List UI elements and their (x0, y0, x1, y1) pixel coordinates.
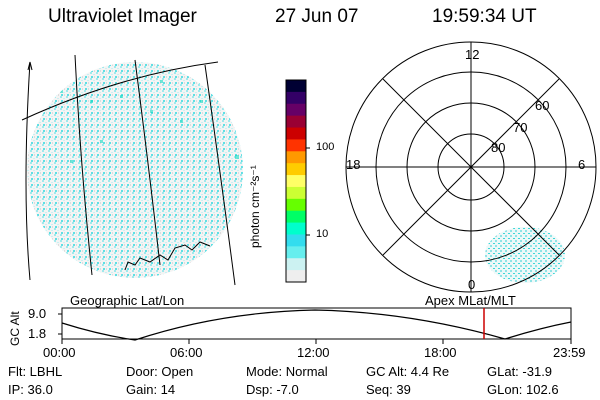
colorbar-segment (286, 210, 306, 224)
polar-label-12: 12 (465, 47, 480, 62)
info-glat: GLat: -31.9 (487, 364, 553, 379)
colorbar-segment (286, 163, 306, 176)
altitude-ymin: 1.8 (28, 326, 47, 341)
colorbar (285, 79, 310, 283)
polar-label-18: 18 (346, 157, 361, 172)
info-dsp: Dsp: -7.0 (246, 382, 299, 397)
colorbar-unit-label: photon cm⁻²s⁻¹ (248, 165, 262, 248)
time-label: 19:59:34 UT (432, 6, 537, 27)
colorbar-segment (286, 186, 306, 200)
polar-label-80: 80 (491, 140, 506, 155)
info-flt: Flt: LBHL (8, 364, 63, 379)
info-gain: Gain: 14 (126, 382, 176, 397)
uv-image-geographic (21, 54, 243, 286)
xtick-0600: 06:00 (170, 345, 203, 360)
colorbar-segment (286, 103, 306, 117)
colorbar-segment (286, 270, 306, 283)
xtick-1200: 12:00 (297, 345, 330, 360)
colorbar-segment (286, 91, 306, 105)
colorbar-segment (286, 127, 306, 140)
altitude-plot (58, 307, 572, 344)
xtick-2359: 23:59 (553, 345, 586, 360)
altitude-ylabel: GC Alt (8, 311, 22, 346)
geographic-panel-label: Geographic Lat/Lon (70, 293, 185, 308)
colorbar-tick-100: 100 (316, 141, 335, 153)
instrument-title: Ultraviolet Imager (48, 6, 197, 27)
colorbar-segment (286, 115, 306, 129)
colorbar-segment (286, 222, 306, 235)
polar-label-60: 60 (535, 98, 550, 113)
xtick-1800: 18:00 (424, 345, 457, 360)
xtick-0000: 00:00 (43, 345, 76, 360)
altitude-ymax: 9.0 (28, 306, 47, 321)
info-ip: IP: 36.0 (8, 382, 53, 397)
polar-label-6: 6 (578, 157, 586, 172)
colorbar-frame (285, 79, 307, 283)
info-door: Door: Open (126, 364, 194, 379)
colorbar-segment (286, 139, 306, 152)
apex-panel-label: Apex MLat/MLT (425, 293, 516, 308)
polar-label-70: 70 (513, 120, 528, 135)
aurora-patch (485, 227, 565, 283)
info-glon: GLon: 102.6 (487, 382, 559, 397)
colorbar-segment (286, 175, 306, 188)
colorbar-segment (286, 151, 306, 164)
polar-mlat-mlt-plot (345, 41, 597, 293)
info-seq: Seq: 39 (366, 382, 411, 397)
colorbar-tick-10: 10 (316, 228, 329, 240)
colorbar-segment (286, 80, 306, 93)
colorbar-segment (286, 198, 306, 212)
colorbar-segment (286, 258, 306, 271)
polar-label-0: 0 (468, 277, 476, 292)
colorbar-segment (286, 234, 306, 247)
altitude-curve (61, 309, 572, 341)
info-mode: Mode: Normal (246, 364, 328, 379)
info-gcalt: GC Alt: 4.4 Re (366, 364, 450, 379)
date-label: 27 Jun 07 (275, 6, 359, 27)
colorbar-segment (286, 246, 306, 259)
